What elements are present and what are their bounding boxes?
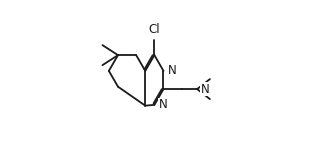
Text: N: N	[158, 98, 167, 111]
Text: N: N	[168, 64, 176, 77]
Text: Cl: Cl	[148, 23, 160, 36]
Text: N: N	[201, 83, 209, 96]
